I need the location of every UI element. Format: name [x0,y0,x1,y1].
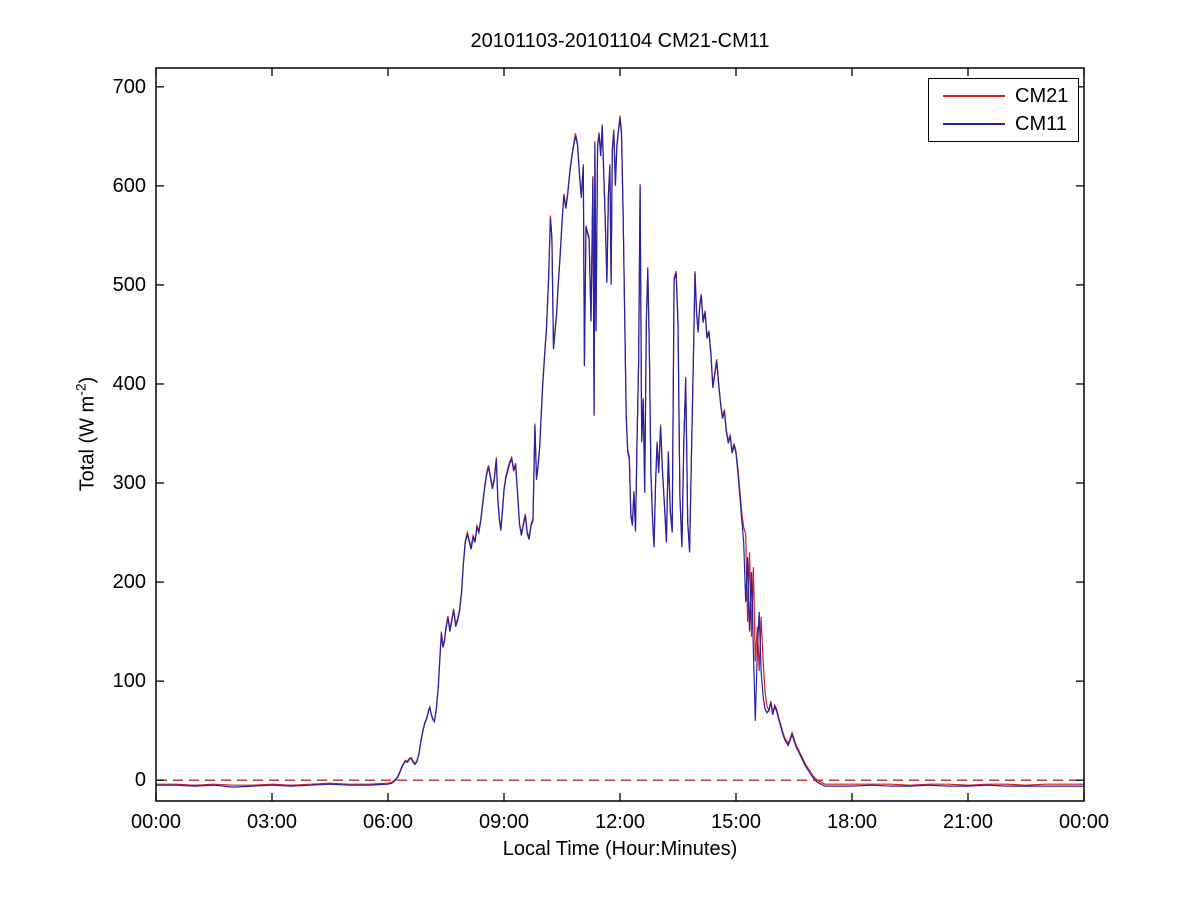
y-tick-label: 400 [112,372,146,395]
x-tick-label: 00:00 [1058,811,1110,833]
x-tick-label: 15:00 [710,811,762,833]
series-line-cm11 [156,118,1084,788]
legend-box: CM21 CM11 [928,78,1079,142]
series-line-cm21 [156,115,1084,786]
x-tick-label: 03:00 [246,811,298,833]
y-tick-label: 200 [112,571,146,594]
legend-label: CM11 [1015,113,1067,135]
x-tick-label: 21:00 [942,811,994,833]
x-tick-label: 00:00 [130,811,182,833]
x-tick-label: 12:00 [594,811,646,833]
y-axis-label: Total (W m-2) [73,304,100,564]
legend-label: CM21 [1015,85,1069,107]
x-axis-label: Local Time (Hour:Minutes) [502,838,738,860]
y-tick-label: 0 [134,769,146,792]
y-tick-label: 600 [112,174,146,197]
x-tick-label: 09:00 [478,811,530,833]
y-tick-label: 100 [112,670,146,693]
y-tick-label: 500 [112,273,146,296]
y-tick-label: 300 [112,472,146,495]
x-tick-label: 18:00 [826,811,878,833]
y-tick-label: 700 [112,75,146,98]
x-tick-label: 06:00 [362,811,414,833]
legend-entry-cm11: CM11 [929,113,1078,135]
legend-line-sample [943,95,1005,97]
chart-title: 20101103-20101104 CM21-CM11 [470,30,770,52]
legend-entry-cm21: CM21 [929,85,1078,107]
legend-line-sample [943,123,1005,125]
axes-box [155,67,1085,802]
